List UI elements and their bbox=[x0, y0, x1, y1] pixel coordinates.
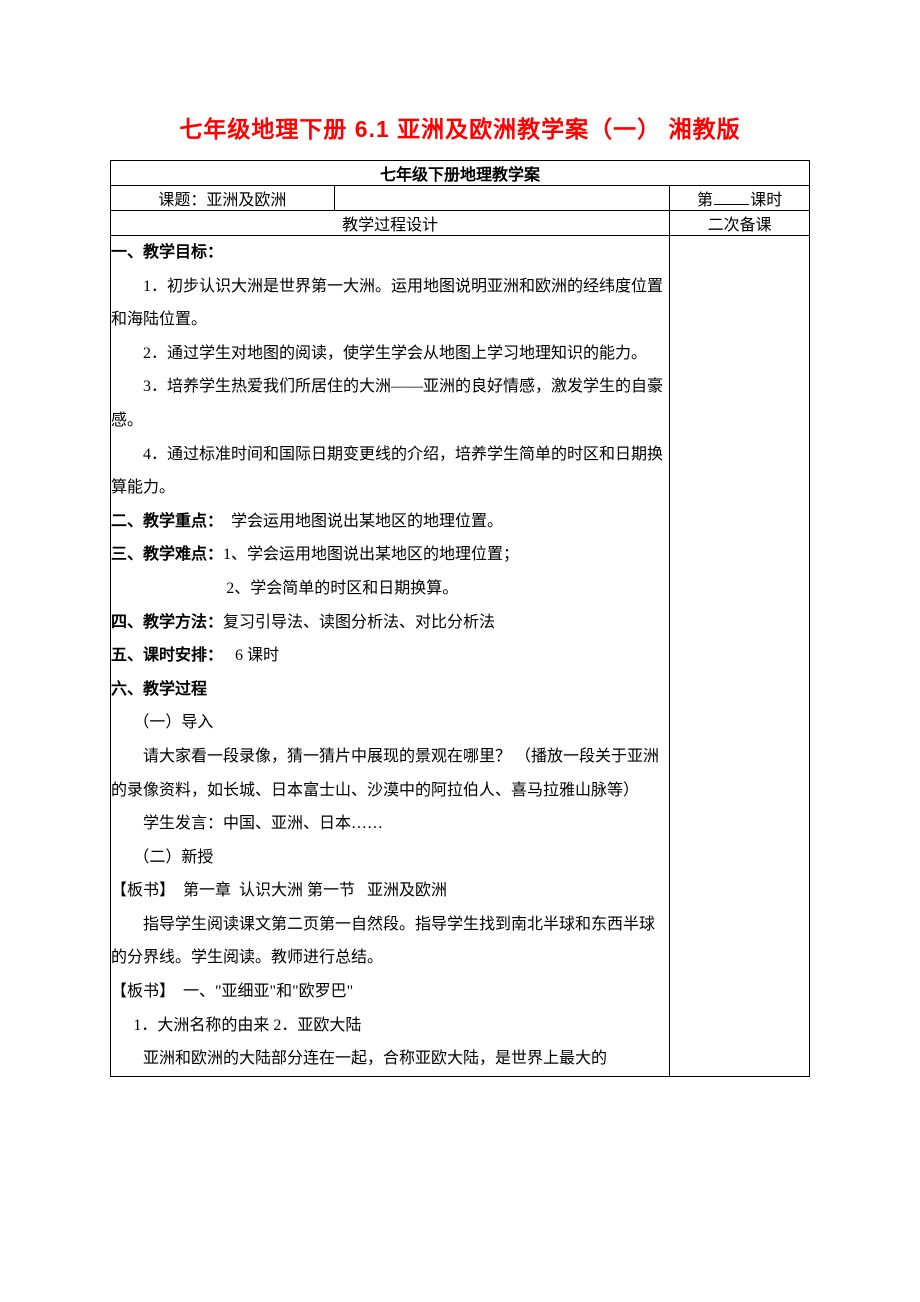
process-sub-1: （一）导入 bbox=[111, 706, 669, 740]
process-para-3: 指导学生阅读课文第二页第一自然段。指导学生找到南北半球和东西半球的分界线。学生阅… bbox=[111, 908, 669, 975]
section-6-heading: 六、教学过程 bbox=[111, 673, 669, 707]
process-para-4: 1．大洲名称的由来 2．亚欧大陆 bbox=[111, 1009, 669, 1043]
method-text: 复习引导法、读图分析法、对比分析法 bbox=[223, 614, 495, 631]
period-suffix: 课时 bbox=[750, 192, 782, 209]
table-row-topic: 课题：亚洲及欧洲 第 课时 bbox=[111, 186, 810, 211]
heading-keypoint: 二、教学重点： bbox=[111, 513, 223, 530]
section-2-line: 二、教学重点： 学会运用地图说出某地区的地理位置。 bbox=[111, 505, 669, 539]
objective-para-3: 3．培养学生热爱我们所居住的大洲——亚洲的良好情感，激发学生的自豪感。 bbox=[111, 370, 669, 437]
heading-process: 六、教学过程 bbox=[111, 681, 207, 698]
process-para-5: 亚洲和欧洲的大陆部分连在一起，合称亚欧大陆，是世界上最大的 bbox=[111, 1042, 669, 1076]
heading-objectives: 一、教学目标： bbox=[111, 244, 223, 261]
section-4-line: 四、教学方法：复习引导法、读图分析法、对比分析法 bbox=[111, 606, 669, 640]
blank-middle-cell bbox=[334, 186, 670, 211]
heading-method: 四、教学方法： bbox=[111, 614, 223, 631]
section-1-heading: 一、教学目标： bbox=[111, 236, 669, 270]
notes-blank-cell bbox=[670, 236, 810, 1077]
objective-para-4: 4．通过标准时间和国际日期变更线的介绍，培养学生简单的时区和日期换算能力。 bbox=[111, 438, 669, 505]
process-header-cell: 教学过程设计 bbox=[111, 211, 670, 236]
period-cell: 第 课时 bbox=[670, 186, 810, 211]
difficulty-item-2: 2、学会简单的时区和日期换算。 bbox=[111, 572, 669, 606]
notes-header-cell: 二次备课 bbox=[670, 211, 810, 236]
schedule-text: 6 课时 bbox=[223, 647, 279, 664]
difficulty-item-1: 1、学会运用地图说出某地区的地理位置； bbox=[223, 546, 519, 563]
document-title: 七年级地理下册 6.1 亚洲及欧洲教学案（一） 湘教版 bbox=[110, 110, 810, 144]
board-text-2: 一、"亚细亚"和"欧罗巴" bbox=[175, 983, 353, 1000]
section-5-line: 五、课时安排： 6 课时 bbox=[111, 639, 669, 673]
board-prefix-2: 【板书】 bbox=[111, 983, 175, 1000]
topic-cell: 课题：亚洲及欧洲 bbox=[111, 186, 335, 211]
process-sub-2: （二）新授 bbox=[111, 841, 669, 875]
lesson-plan-table: 七年级下册地理教学案 课题：亚洲及欧洲 第 课时 教学过程设计 二次备课 一、教学… bbox=[110, 160, 810, 1077]
table-row-content: 一、教学目标： 1．初步认识大洲是世界第一大洲。运用地图说明亚洲和欧洲的经纬度位… bbox=[111, 236, 810, 1077]
board-prefix-1: 【板书】 bbox=[111, 882, 175, 899]
table-row-subtitle: 七年级下册地理教学案 bbox=[111, 161, 810, 186]
heading-difficulty: 三、教学难点： bbox=[111, 546, 223, 563]
objective-para-1: 1．初步认识大洲是世界第一大洲。运用地图说明亚洲和欧洲的经纬度位置和海陆位置。 bbox=[111, 270, 669, 337]
content-main-cell: 一、教学目标： 1．初步认识大洲是世界第一大洲。运用地图说明亚洲和欧洲的经纬度位… bbox=[111, 236, 670, 1077]
section-3-line1: 三、教学难点：1、学会运用地图说出某地区的地理位置； bbox=[111, 538, 669, 572]
process-para-1: 请大家看一段录像，猜一猜片中展现的景观在哪里？ （播放一段关于亚洲的录像资料，如… bbox=[111, 740, 669, 807]
subtitle-cell: 七年级下册地理教学案 bbox=[111, 161, 810, 186]
period-prefix: 第 bbox=[697, 192, 713, 209]
objective-para-2: 2．通过学生对地图的阅读，使学生学会从地图上学习地理知识的能力。 bbox=[111, 337, 669, 371]
keypoint-text: 学会运用地图说出某地区的地理位置。 bbox=[223, 513, 503, 530]
process-para-2: 学生发言：中国、亚洲、日本…… bbox=[111, 807, 669, 841]
board-line-2: 【板书】 一、"亚细亚"和"欧罗巴" bbox=[111, 975, 669, 1009]
topic-label: 课题： bbox=[158, 192, 206, 209]
period-blank-underline bbox=[714, 204, 749, 205]
heading-schedule: 五、课时安排： bbox=[111, 647, 223, 664]
board-text-1: 第一章 认识大洲 第一节 亚洲及欧洲 bbox=[175, 882, 447, 899]
topic-value: 亚洲及欧洲 bbox=[206, 192, 286, 209]
board-line-1: 【板书】 第一章 认识大洲 第一节 亚洲及欧洲 bbox=[111, 874, 669, 908]
table-row-headers: 教学过程设计 二次备课 bbox=[111, 211, 810, 236]
